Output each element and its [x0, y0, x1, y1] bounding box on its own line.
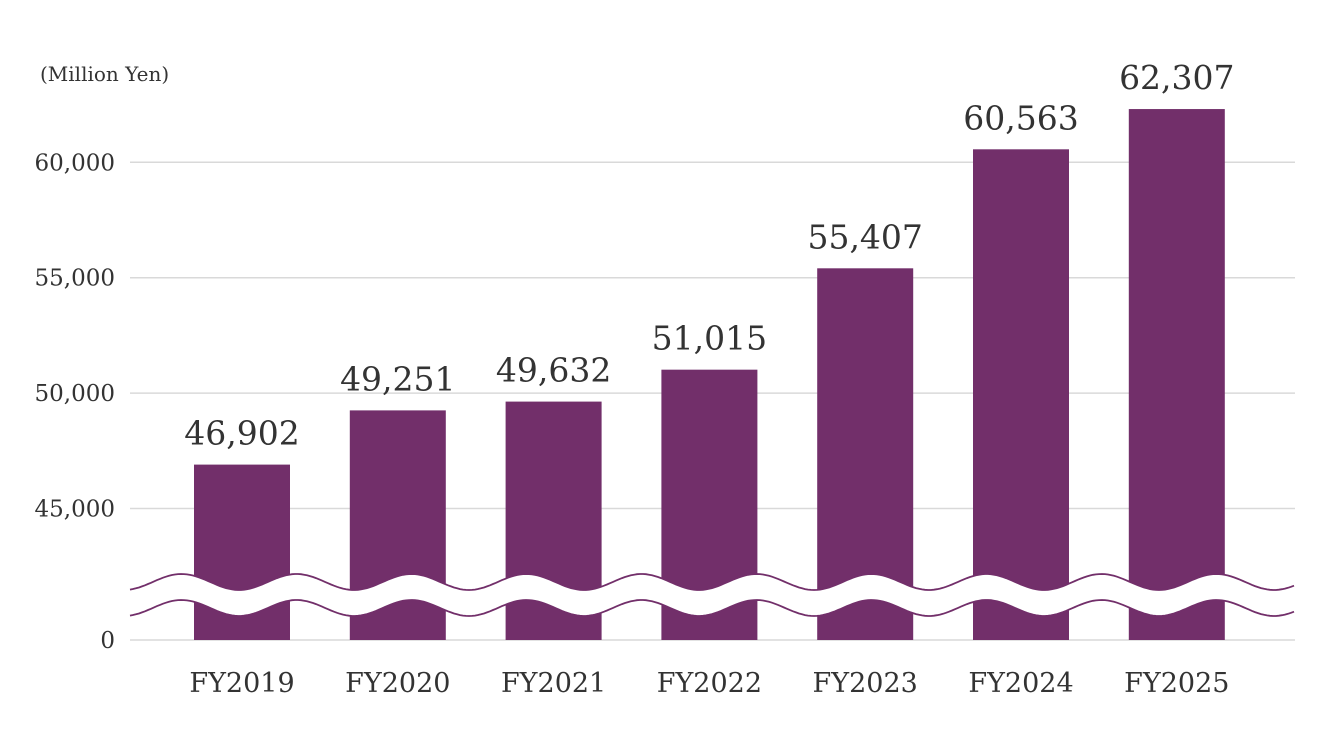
y-tick-label: 0	[100, 628, 115, 654]
bar-value-label: 60,563	[963, 98, 1078, 137]
y-tick-label: 60,000	[35, 150, 115, 176]
x-tick-label: FY2022	[657, 668, 762, 699]
x-tick-label: FY2020	[345, 668, 450, 699]
x-tick-label: FY2021	[501, 668, 606, 699]
y-axis-unit-label: (Million Yen)	[40, 62, 169, 86]
bar	[1128, 109, 1225, 640]
bar-value-label: 62,307	[1119, 58, 1234, 97]
x-tick-label: FY2019	[189, 668, 294, 699]
bar-value-label: 55,407	[807, 217, 922, 256]
bar-value-label: 46,902	[184, 414, 299, 453]
axis-break-line	[129, 573, 1295, 591]
x-tick-label: FY2023	[813, 668, 918, 699]
x-tick-label: FY2024	[968, 668, 1073, 699]
axis-break-band	[130, 574, 1295, 616]
bar	[973, 149, 1069, 640]
x-tick-label: FY2025	[1124, 668, 1229, 699]
y-tick-label: 45,000	[35, 497, 115, 523]
axis-break-line	[129, 599, 1295, 617]
y-tick-label: 50,000	[35, 381, 115, 407]
bar-value-label: 51,015	[652, 319, 767, 358]
bar-value-label: 49,632	[496, 351, 611, 390]
y-tick-label: 55,000	[35, 266, 115, 292]
bar-value-label: 49,251	[340, 359, 455, 398]
